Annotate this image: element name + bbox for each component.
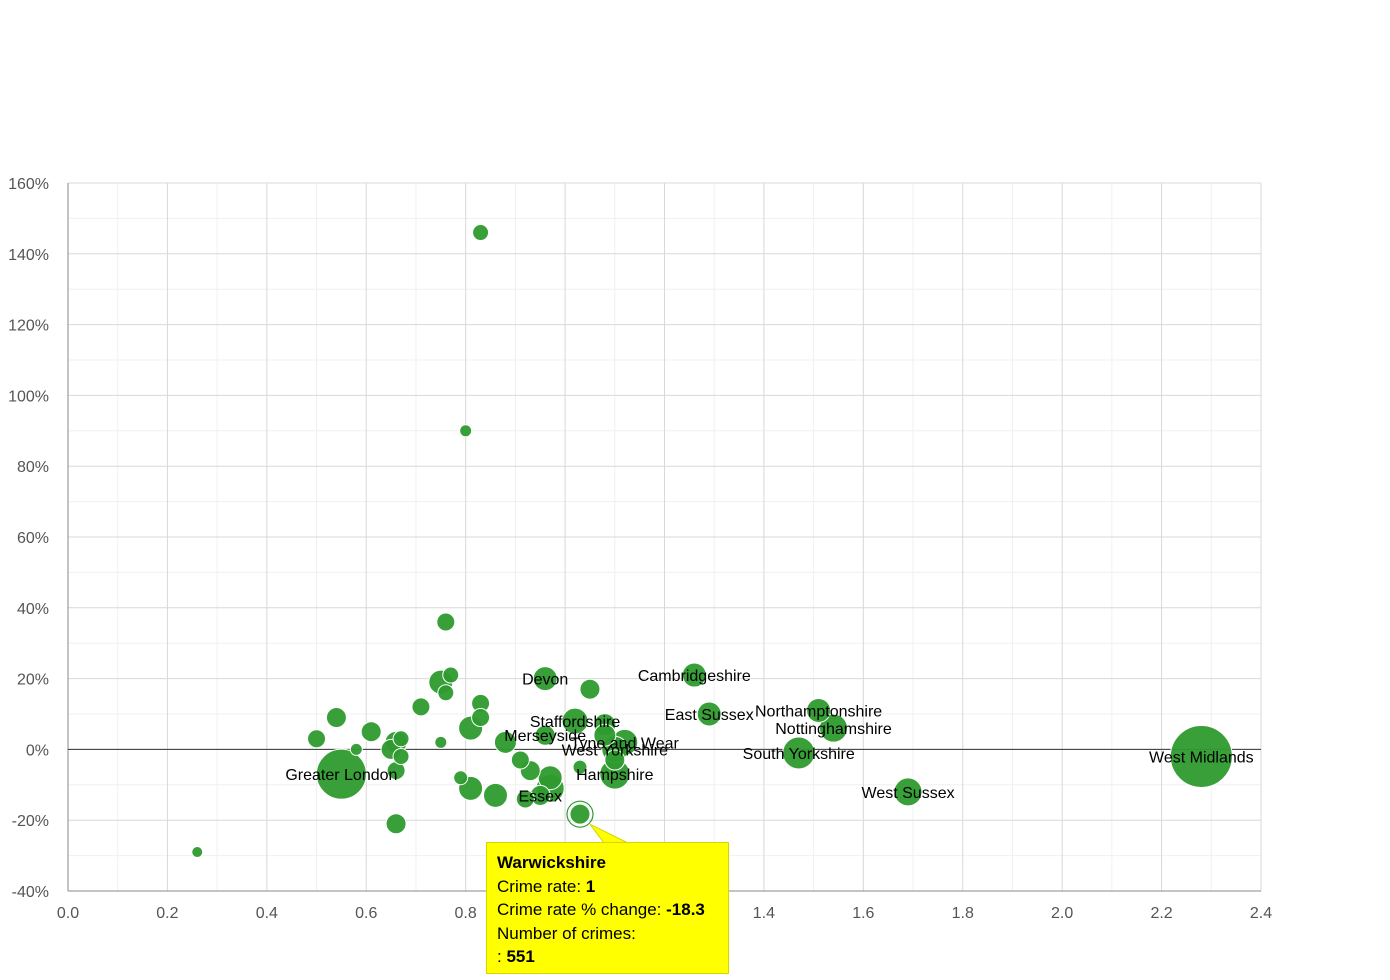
bubble [472,224,490,242]
bubble [604,749,626,771]
x-tick-label: 0.2 [156,905,178,922]
bubble [411,697,431,717]
x-tick-label: 1.8 [952,905,974,922]
tooltip-pointer [589,823,629,844]
bubble [315,748,367,800]
bubble-label: East Sussex [665,707,754,724]
bubble-label: West Yorkshire [562,742,669,759]
bubble [681,662,707,688]
bubble [471,708,491,728]
x-tick-label: 1.6 [852,905,874,922]
bubble [510,750,530,770]
bubble [561,707,589,735]
x-tick-label: 2.0 [1051,905,1073,922]
tooltip-count-prefix: : [497,947,507,966]
tooltip-name: Warwickshire [497,853,606,872]
x-tick-label: 0.6 [355,905,377,922]
bubble [392,747,410,765]
x-tick-label: 2.2 [1150,905,1172,922]
y-tick-label: -40% [12,884,49,901]
bubbles [191,224,1233,859]
bubble [569,803,591,825]
bubble [572,759,588,775]
bubble [782,736,816,770]
bubble [349,742,363,756]
bubble [459,424,473,438]
bubble-label: Cambridgeshire [638,668,751,685]
y-tick-label: 20% [17,672,49,689]
bubble-label: Staffordshire [530,714,621,731]
y-tick-label: 160% [8,176,49,193]
y-tick-label: 40% [17,601,49,618]
bubble [1169,724,1233,788]
x-tick-label: 0.8 [455,905,477,922]
bubble [434,735,448,749]
tooltip-rate-label: Crime rate: [497,876,586,896]
bubble [806,697,832,723]
y-tick-label: 140% [8,247,49,264]
bubble [819,713,849,743]
bubble [493,730,517,754]
x-tick-label: 0.0 [57,905,79,922]
tooltip-count-value: 551 [506,947,535,966]
bubble [532,666,558,692]
x-tick-label: 1.4 [753,905,775,922]
bubble [579,678,601,700]
bubble [442,666,460,684]
bubble-label: West Sussex [862,785,955,802]
x-tick-label: 2.4 [1250,905,1272,922]
highlight-ring [566,800,594,828]
tooltip: Warwickshire Crime rate: 1 Crime rate % … [486,842,729,974]
bubble-label: Merseyside [504,728,586,745]
bubble [191,846,204,859]
bubble [437,684,455,702]
bubble [696,701,722,727]
y-tick-label: -20% [12,813,49,830]
bubble-labels: Greater London Merseyside Essex Devon Staffo… [285,668,1253,805]
bubble [515,789,535,809]
axes: 0.00.20.40.60.81.01.21.41.61.82.02.22.41… [8,176,1272,922]
bubble [325,707,347,729]
bubble [482,782,508,808]
bubble-label: Nottinghamshire [775,721,892,738]
bubble-label: Tyne and Wear [571,735,680,752]
bubble [537,765,563,791]
bubble-label: Hampshire [576,767,653,784]
bubble [307,729,327,749]
bubble-label: West Midlands [1149,749,1254,766]
bubble-label: South Yorkshire [743,746,855,763]
bubble [385,813,407,835]
bubble [593,723,617,747]
tooltip-rate-value: 1 [585,876,596,896]
tooltip-change-value: -18.3 [666,900,705,919]
bubble-label: Devon [522,672,568,689]
y-tick-label: 0% [26,742,49,759]
bubble [392,730,410,748]
x-tick-label: 0.4 [256,905,278,922]
y-tick-label: 100% [8,388,49,405]
bubble [360,721,382,743]
bubble [436,612,456,632]
bubble [453,770,469,786]
bubble [534,724,556,746]
tooltip-count-label: Number of crimes: [497,923,636,943]
bubble [893,777,923,807]
grid [67,182,1262,892]
y-tick-label: 120% [8,318,49,335]
tooltip-change-label: Crime rate % change: [497,900,667,919]
bubble-label: Northamptonshire [755,703,882,720]
y-tick-label: 80% [17,459,49,476]
y-tick-label: 60% [17,530,49,547]
bubble-label: Essex [518,788,562,805]
bubble-label: Greater London [285,767,397,784]
